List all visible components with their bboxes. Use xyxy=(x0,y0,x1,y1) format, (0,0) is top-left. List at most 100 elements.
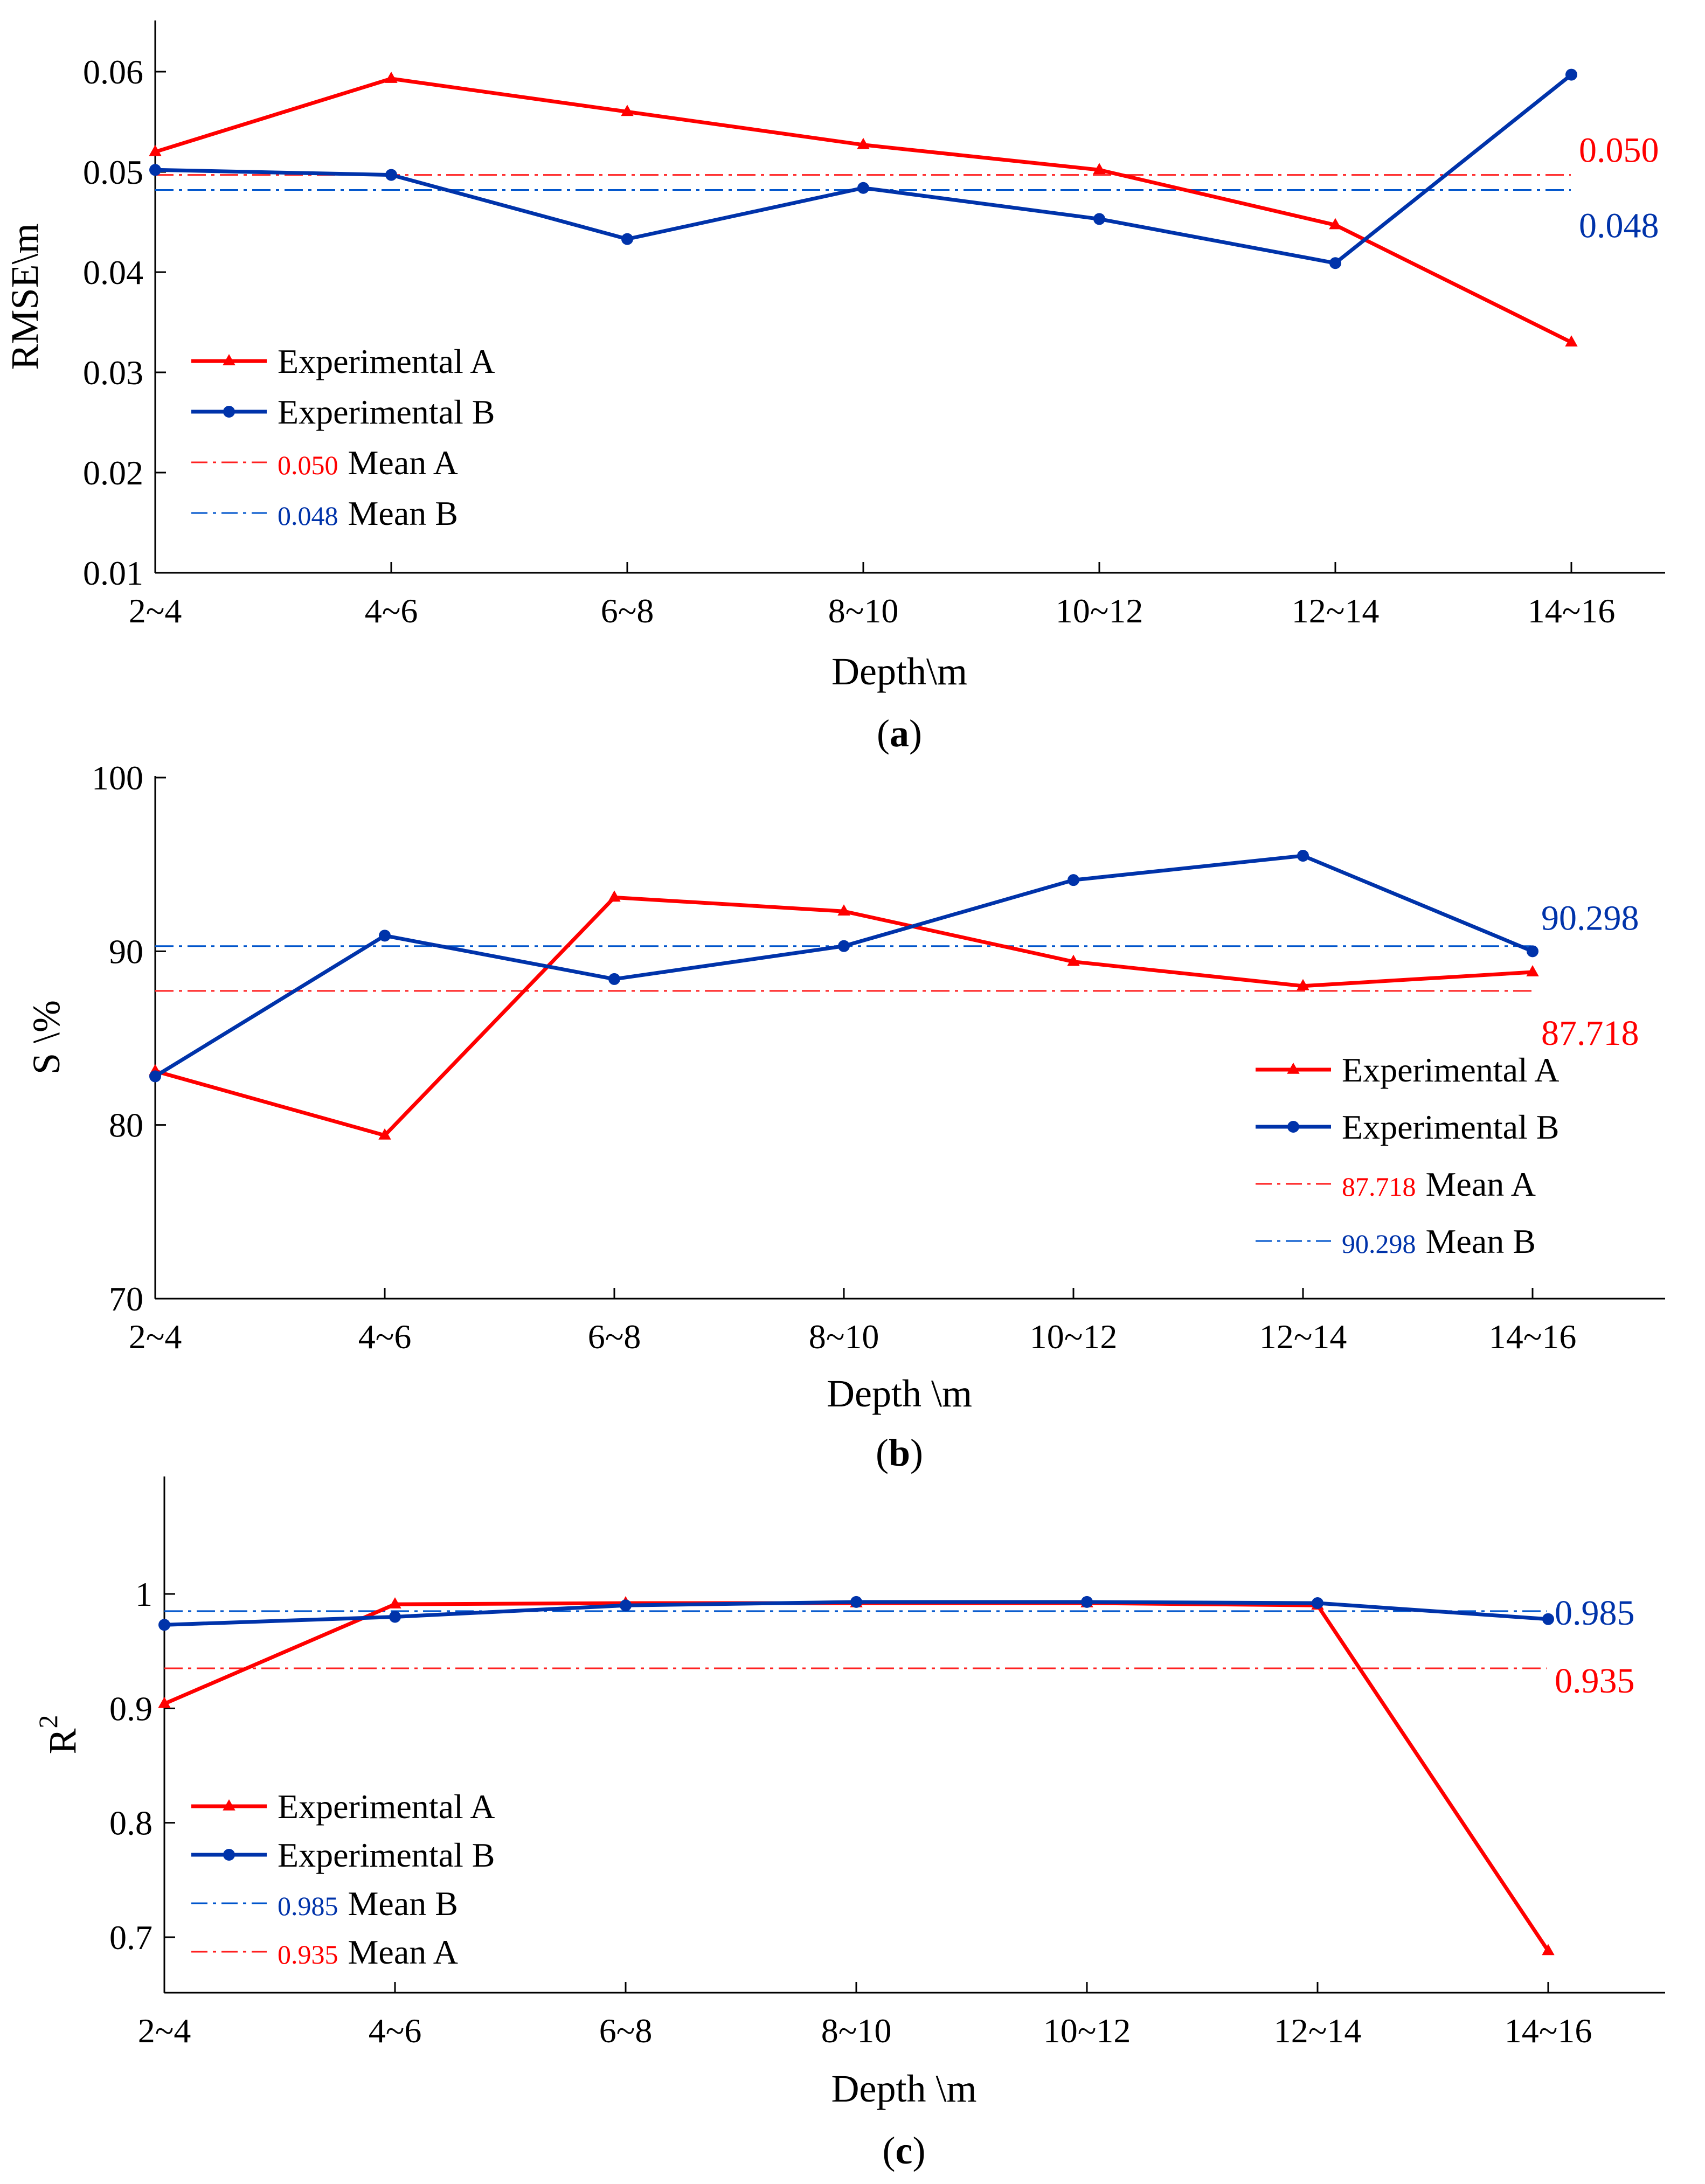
data-point-b xyxy=(1542,1613,1554,1625)
data-point-a xyxy=(1297,979,1309,990)
mean-value-label-b: 0.985 xyxy=(1555,1593,1635,1633)
legend-label-a: Experimental A xyxy=(278,1787,495,1826)
x-tick-label: 6~8 xyxy=(599,2012,653,2050)
legend-mean-entry-a: 87.718 Mean A xyxy=(1342,1165,1536,1203)
y-tick-label: 100 xyxy=(92,759,143,797)
x-tick-label: 14~16 xyxy=(1528,592,1616,630)
caption-open-paren: ( xyxy=(877,712,890,755)
legend-mean-name: Mean A xyxy=(1426,1165,1536,1203)
legend-mean-value: 90.298 xyxy=(1342,1229,1416,1259)
data-point-b xyxy=(1093,213,1105,225)
x-tick-label: 2~4 xyxy=(129,592,182,630)
x-tick-label: 2~4 xyxy=(138,2012,191,2050)
data-point-a xyxy=(158,1696,171,1708)
legend-marker-a xyxy=(1287,1063,1300,1074)
data-point-b xyxy=(621,233,633,245)
data-point-b xyxy=(857,182,869,194)
legend-marker-a xyxy=(223,1799,235,1811)
y-axis-label-superscript: 2 xyxy=(33,1715,63,1728)
data-point-b xyxy=(149,164,161,176)
y-tick-label: 0.04 xyxy=(83,253,143,292)
x-tick-label: 6~8 xyxy=(601,592,654,630)
data-point-a xyxy=(1542,1944,1555,1956)
legend-mean-entry-b: 0.985 Mean B xyxy=(278,1884,458,1923)
legend-label-b: Experimental B xyxy=(1342,1108,1559,1146)
y-axis-label: S \% xyxy=(25,1000,68,1074)
y-tick-label: 0.02 xyxy=(83,454,143,492)
data-point-b xyxy=(158,1619,170,1631)
y-tick-label: 0.05 xyxy=(83,153,143,191)
data-point-b xyxy=(1329,257,1341,269)
y-axis-label: R2 xyxy=(33,1715,84,1754)
x-tick-label: 8~10 xyxy=(828,592,899,630)
legend-label-a: Experimental A xyxy=(278,342,495,380)
caption-open-paren: ( xyxy=(876,1431,889,1474)
x-tick-label: 12~14 xyxy=(1274,2012,1362,2050)
caption-letter: a xyxy=(890,712,909,755)
panel-caption: (b) xyxy=(876,1431,923,1474)
x-tick-label: 2~4 xyxy=(129,1318,182,1356)
data-point-b xyxy=(1527,945,1538,958)
legend-label-a: Experimental A xyxy=(1342,1051,1559,1089)
legend-mean-entry-a: 0.935 Mean A xyxy=(278,1933,458,1971)
data-point-a xyxy=(608,890,621,902)
legend-mean-value: 0.050 xyxy=(278,450,338,480)
x-tick-label: 10~12 xyxy=(1056,592,1143,630)
series-line-a xyxy=(155,895,1533,1138)
y-tick-label: 70 xyxy=(109,1280,143,1318)
legend-marker-a xyxy=(223,354,235,365)
data-point-a xyxy=(1067,954,1080,966)
legend-mean-value: 0.935 xyxy=(278,1939,338,1970)
panel-caption: (c) xyxy=(883,2129,926,2172)
data-point-b xyxy=(1068,874,1079,886)
data-point-a xyxy=(1565,335,1578,346)
y-axis-label: RMSE\m xyxy=(3,223,46,370)
legend-mean-entry-b: 90.298 Mean B xyxy=(1342,1222,1536,1260)
caption-letter: c xyxy=(896,2129,913,2172)
data-point-a xyxy=(857,137,870,149)
caption-close-paren: ) xyxy=(912,2129,925,2172)
chart-panel-b: 70 80 90 100 2~4 4~6 6~8 8~10 10~12 12~14 14~16 Dep… xyxy=(25,759,1665,1474)
legend-mean-value: 0.048 xyxy=(278,501,338,531)
caption-close-paren: ) xyxy=(909,712,922,755)
caption-open-paren: ( xyxy=(883,2129,896,2172)
legend-mean-value: 0.985 xyxy=(278,1891,338,1921)
y-tick-label: 1 xyxy=(135,1575,153,1613)
data-point-b xyxy=(379,930,391,942)
x-tick-label: 8~10 xyxy=(809,1318,879,1356)
legend-mean-name: Mean B xyxy=(348,1884,458,1923)
x-tick-label: 8~10 xyxy=(821,2012,892,2050)
mean-value-label-b: 90.298 xyxy=(1541,899,1639,938)
legend-mean-name: Mean B xyxy=(348,494,458,532)
x-tick-label: 10~12 xyxy=(1030,1318,1118,1356)
legend-mean-name: Mean A xyxy=(348,443,458,482)
y-tick-label: 0.03 xyxy=(83,353,143,392)
data-point-a xyxy=(149,144,162,156)
data-point-b xyxy=(1297,850,1309,862)
series-line-b xyxy=(154,854,1534,1078)
x-axis-label: Depth \m xyxy=(827,1372,972,1415)
legend: Experimental A Experimental B 87.718 Mean A… xyxy=(1256,1051,1559,1260)
chart-panel-a: 0.01 0.02 0.03 0.04 0.05 0.06 2~4 4~6 6~8 8~10 10~… xyxy=(3,20,1665,755)
data-point-a xyxy=(378,1128,391,1140)
x-tick-label: 10~12 xyxy=(1043,2012,1131,2050)
data-point-a xyxy=(385,72,398,83)
data-point-b xyxy=(149,1070,161,1083)
legend-label-b: Experimental B xyxy=(278,393,495,431)
data-point-b xyxy=(385,169,397,181)
x-tick-label: 4~6 xyxy=(358,1318,412,1356)
x-axis-label: Depth \m xyxy=(831,2067,977,2110)
x-tick-label: 14~16 xyxy=(1505,2012,1592,2050)
caption-close-paren: ) xyxy=(910,1431,923,1474)
y-tick-label: 0.06 xyxy=(83,53,143,91)
data-point-a xyxy=(1093,163,1106,175)
legend-label-b: Experimental B xyxy=(278,1836,495,1874)
data-point-a xyxy=(621,105,634,116)
y-tick-label: 80 xyxy=(109,1106,143,1145)
legend-mean-value: 87.718 xyxy=(1342,1171,1416,1202)
data-point-b xyxy=(1565,68,1577,81)
y-tick-label: 0.01 xyxy=(83,554,143,592)
legend-mean-entry-a: 0.050 Mean A xyxy=(278,443,458,482)
